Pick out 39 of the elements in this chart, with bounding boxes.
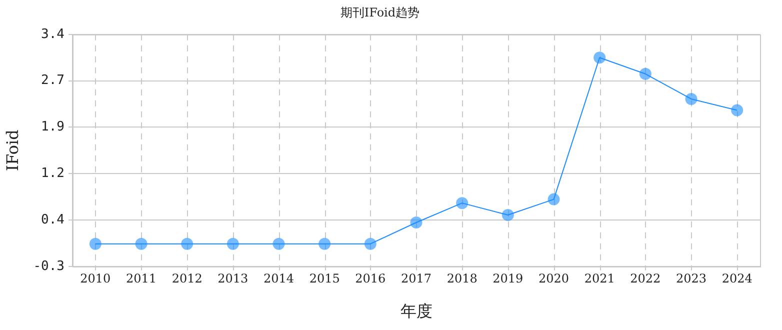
x-tick-label: 2020: [538, 272, 570, 286]
point: [318, 238, 331, 250]
y-axis-title: IFoid: [2, 130, 22, 172]
point: [731, 104, 744, 116]
point: [594, 52, 606, 64]
x-tick-label: 2016: [355, 272, 386, 286]
x-tick-label: 2013: [218, 272, 248, 286]
x-tick-label: 2015: [309, 272, 340, 286]
x-tick-label: 2010: [80, 272, 111, 286]
point: [89, 238, 102, 250]
x-tick-label: 2017: [400, 272, 432, 286]
point: [135, 238, 148, 250]
y-tick-label: 1.9: [41, 120, 65, 135]
point: [685, 92, 698, 105]
x-axis-title: 年度: [400, 302, 432, 321]
x-tick-label: 2011: [126, 272, 157, 286]
point: [639, 68, 652, 80]
point: [272, 238, 285, 250]
point: [502, 208, 514, 221]
point: [181, 238, 194, 250]
x-tick-label: 2018: [446, 272, 478, 286]
x-tick-label: 2019: [492, 272, 524, 286]
x-tick-label: 2022: [630, 272, 661, 286]
x-tick-label: 2012: [172, 272, 202, 286]
y-tick-label: 2.7: [41, 73, 65, 88]
y-tick-label: -0.3: [33, 258, 65, 274]
x-tick-label: 2024: [722, 272, 753, 286]
y-tick-label: 1.2: [41, 166, 65, 181]
x-tick-label: 2014: [263, 272, 294, 286]
chart-title: 期刊IFoid趋势: [340, 5, 420, 20]
point: [226, 238, 239, 250]
y-tick-label: 3.4: [41, 26, 65, 42]
x-tick-label: 2023: [676, 272, 707, 286]
point: [548, 193, 560, 206]
point: [364, 238, 376, 250]
x-tick-label: 2021: [584, 272, 615, 286]
y-tick-label: 0.4: [41, 212, 65, 228]
point: [410, 216, 422, 229]
point: [456, 197, 468, 210]
